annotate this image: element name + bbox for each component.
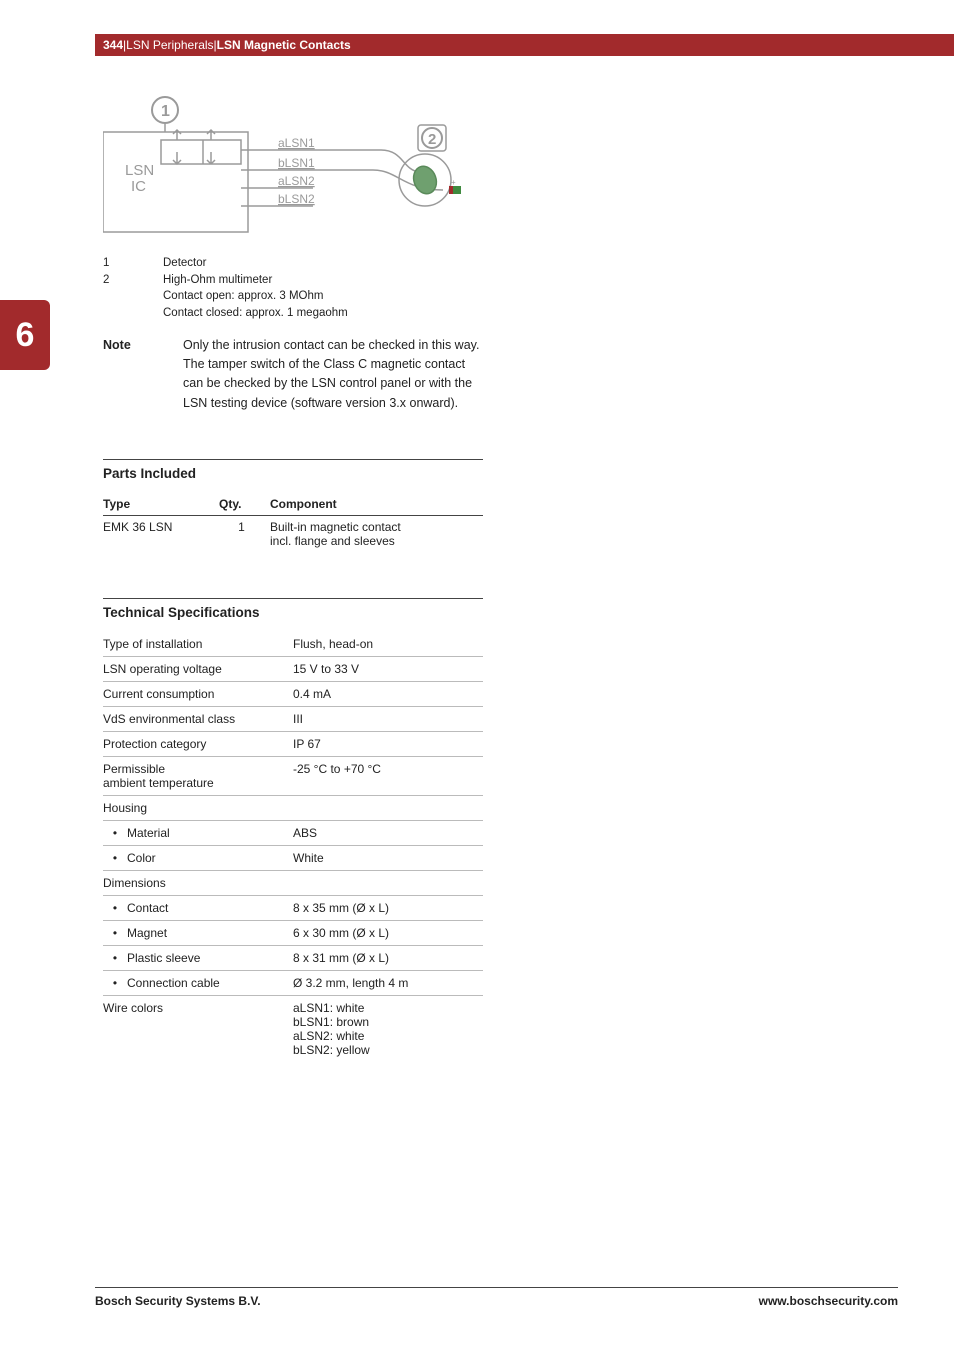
legend-text: High-Ohm multimeter Contact open: approx… (163, 272, 348, 322)
svg-text:1: 1 (161, 103, 170, 120)
spec-label: •Contact (103, 896, 293, 921)
spec-label: Current consumption (103, 682, 293, 707)
svg-text:LSN: LSN (125, 162, 154, 179)
table-row: Dimensions (103, 871, 483, 896)
spec-label: Protection category (103, 732, 293, 757)
svg-text:+: + (451, 178, 456, 187)
table-row: Housing (103, 796, 483, 821)
parts-header: Type (103, 493, 219, 516)
footer-left: Bosch Security Systems B.V. (95, 1294, 261, 1308)
table-row: Protection categoryIP 67 (103, 732, 483, 757)
bullet-icon: • (103, 901, 127, 915)
header-page-num: 344 (103, 38, 123, 52)
table-row: VdS environmental classIII (103, 707, 483, 732)
table-row: •Connection cableØ 3.2 mm, length 4 m (103, 971, 483, 996)
svg-text:aLSN2: aLSN2 (278, 174, 315, 188)
spec-value: III (293, 707, 483, 732)
spec-value: 8 x 31 mm (Ø x L) (293, 946, 483, 971)
spec-label: Type of installation (103, 632, 293, 657)
bullet-icon: • (103, 951, 127, 965)
spec-label-text: Material (127, 826, 170, 840)
parts-table: Type Qty. Component EMK 36 LSN 1 Built-i… (103, 493, 483, 552)
tech-spec-title: Technical Specifications (103, 598, 483, 620)
spec-value: 0.4 mA (293, 682, 483, 707)
table-row: •Contact8 x 35 mm (Ø x L) (103, 896, 483, 921)
spec-value: 8 x 35 mm (Ø x L) (293, 896, 483, 921)
spec-table: Type of installationFlush, head-onLSN op… (103, 632, 483, 1062)
table-row: Type of installationFlush, head-on (103, 632, 483, 657)
chapter-tab: 6 (0, 300, 50, 370)
bullet-icon: • (103, 826, 127, 840)
svg-text:bLSN2: bLSN2 (278, 192, 315, 206)
svg-text:aLSN1: aLSN1 (278, 136, 315, 150)
legend-row: 1 Detector (103, 255, 483, 272)
footer: Bosch Security Systems B.V. www.boschsec… (95, 1287, 898, 1308)
table-row: Wire colorsaLSN1: white bLSN1: brown aLS… (103, 996, 483, 1063)
spec-subhead: Dimensions (103, 871, 483, 896)
spec-value: IP 67 (293, 732, 483, 757)
table-row: EMK 36 LSN 1 Built-in magnetic contact i… (103, 516, 483, 553)
bullet-icon: • (103, 851, 127, 865)
spec-value: ABS (293, 821, 483, 846)
spec-label: •Plastic sleeve (103, 946, 293, 971)
table-row: •ColorWhite (103, 846, 483, 871)
parts-header: Qty. (219, 493, 270, 516)
spec-label: •Color (103, 846, 293, 871)
svg-text:bLSN1: bLSN1 (278, 156, 315, 170)
spec-value: aLSN1: white bLSN1: brown aLSN2: white b… (293, 996, 483, 1063)
header-bar: 344 | LSN Peripherals | LSN Magnetic Con… (95, 34, 954, 56)
spec-label: •Material (103, 821, 293, 846)
note-label: Note (103, 336, 183, 414)
parts-included-title: Parts Included (103, 459, 483, 481)
table-row: •Magnet6 x 30 mm (Ø x L) (103, 921, 483, 946)
table-row: Current consumption0.4 mA (103, 682, 483, 707)
spec-label-text: Color (127, 851, 156, 865)
legend-row: 2 High-Ohm multimeter Contact open: appr… (103, 272, 483, 322)
spec-label-text: Plastic sleeve (127, 951, 200, 965)
spec-label-text: Connection cable (127, 976, 220, 990)
header-crumb1: LSN Peripherals (126, 38, 213, 52)
legend-num: 2 (103, 272, 163, 322)
chapter-number: 6 (16, 316, 35, 355)
diagram-legend: 1 Detector 2 High-Ohm multimeter Contact… (103, 255, 483, 322)
spec-value: -25 °C to +70 °C (293, 757, 483, 796)
spec-label: Wire colors (103, 996, 293, 1063)
parts-type: EMK 36 LSN (103, 516, 219, 553)
note-body: Only the intrusion contact can be checke… (183, 336, 483, 414)
spec-label: Permissible ambient temperature (103, 757, 293, 796)
svg-text:IC: IC (131, 178, 146, 195)
table-row: •Plastic sleeve8 x 31 mm (Ø x L) (103, 946, 483, 971)
header-crumb2: LSN Magnetic Contacts (217, 38, 351, 52)
legend-text: Detector (163, 255, 206, 272)
spec-label: VdS environmental class (103, 707, 293, 732)
spec-value: White (293, 846, 483, 871)
spec-label: •Connection cable (103, 971, 293, 996)
table-row: LSN operating voltage15 V to 33 V (103, 657, 483, 682)
table-row: Permissible ambient temperature-25 °C to… (103, 757, 483, 796)
parts-component: Built-in magnetic contact incl. flange a… (270, 516, 483, 553)
svg-text:2: 2 (428, 131, 436, 148)
spec-label: •Magnet (103, 921, 293, 946)
footer-right: www.boschsecurity.com (759, 1294, 898, 1308)
parts-qty: 1 (219, 516, 270, 553)
wiring-diagram: LSN IC aLSN1 bLSN1 aLSN2 bLSN2 (103, 90, 463, 240)
table-row: •MaterialABS (103, 821, 483, 846)
spec-label-text: Magnet (127, 926, 167, 940)
spec-subhead: Housing (103, 796, 483, 821)
note-block: Note Only the intrusion contact can be c… (103, 336, 483, 414)
spec-value: Ø 3.2 mm, length 4 m (293, 971, 483, 996)
spec-value: 15 V to 33 V (293, 657, 483, 682)
parts-header: Component (270, 493, 483, 516)
spec-label: LSN operating voltage (103, 657, 293, 682)
main-content: LSN IC aLSN1 bLSN1 aLSN2 bLSN2 (103, 90, 483, 1062)
bullet-icon: • (103, 926, 127, 940)
legend-num: 1 (103, 255, 163, 272)
spec-value: Flush, head-on (293, 632, 483, 657)
spec-value: 6 x 30 mm (Ø x L) (293, 921, 483, 946)
spec-label-text: Contact (127, 901, 168, 915)
bullet-icon: • (103, 976, 127, 990)
